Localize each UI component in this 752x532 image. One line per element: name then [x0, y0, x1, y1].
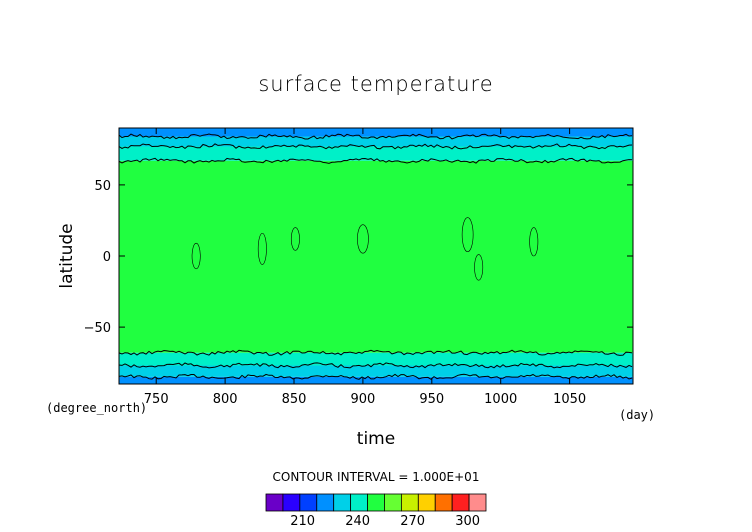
contour-line-3	[118, 157, 633, 164]
colorbar-swatch	[367, 493, 385, 512]
contour-line-4	[118, 143, 633, 150]
warm-patch-4	[461, 217, 474, 253]
colorbar-swatch	[417, 493, 436, 512]
contour-line-0	[118, 373, 633, 380]
y-tick-label: 0	[103, 250, 111, 265]
chart-title: surface temperature	[258, 72, 493, 96]
contour-lines	[118, 133, 633, 380]
y-axis-unit: (degree_north)	[46, 401, 147, 415]
x-tick-label: 1050	[553, 392, 586, 407]
colorbar-swatch	[468, 493, 487, 512]
x-tick-label: 1000	[484, 392, 517, 407]
colorbar-tick-label: 270	[400, 514, 425, 529]
y-tick-label: −50	[84, 321, 111, 336]
colorbar-tick-label: 240	[345, 514, 370, 529]
colorbar-tick-label: 300	[455, 514, 480, 529]
warm-patch-3	[357, 224, 369, 254]
contour-line-5	[118, 133, 633, 140]
x-tick-label: 800	[213, 392, 238, 407]
band-3	[119, 160, 633, 353]
x-axis-unit: (day)	[619, 408, 655, 422]
band-1	[119, 365, 633, 377]
warm-patch-0	[191, 242, 201, 270]
colorbar-swatch	[265, 493, 284, 512]
colorbar-swatch	[451, 493, 470, 512]
warm-patch-2	[290, 227, 300, 251]
band-5	[119, 136, 633, 147]
colorbar-swatch	[350, 493, 368, 512]
band-2	[119, 352, 633, 366]
contour-line-2	[118, 349, 633, 356]
colorbar-swatch	[400, 493, 419, 512]
contour-interval-note: CONTOUR INTERVAL = 1.000E+01	[273, 470, 480, 484]
band-6	[119, 128, 633, 137]
colorbar-swatch	[333, 493, 352, 512]
plot-area	[119, 128, 633, 384]
warm-patch-6	[474, 254, 484, 281]
colorbar-swatch	[434, 493, 453, 512]
band-0	[119, 376, 633, 384]
x-tick-label: 950	[419, 392, 444, 407]
x-axis: 750 800 850 900 950 1000 1050	[144, 128, 586, 407]
warm-patch-5	[529, 227, 539, 257]
y-tick-label: 50	[94, 179, 111, 194]
colorbar-tick-label: 210	[290, 514, 315, 529]
x-tick-label: 900	[350, 392, 375, 407]
y-axis-label: latitude	[57, 223, 77, 288]
colorbar-swatch	[316, 493, 335, 512]
y-axis: −50 0 50	[84, 179, 633, 336]
colorbar: 210 240 270 300	[265, 493, 487, 529]
colorbar-swatch	[299, 493, 318, 512]
x-axis-label: time	[357, 429, 395, 449]
x-tick-label: 750	[144, 392, 169, 407]
band-4	[119, 146, 633, 161]
contour-line-1	[118, 362, 633, 369]
colorbar-swatch	[282, 493, 301, 512]
x-tick-label: 850	[282, 392, 307, 407]
warm-patch-1	[257, 232, 267, 265]
colorbar-swatch	[384, 493, 402, 512]
